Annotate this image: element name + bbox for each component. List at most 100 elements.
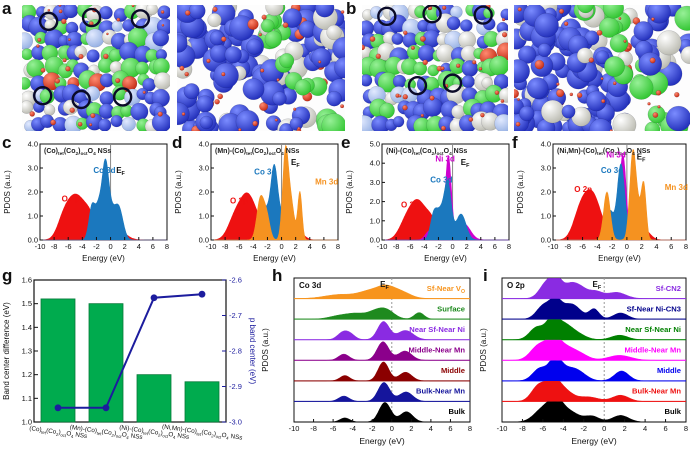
- svg-text:3.0: 3.0: [370, 178, 380, 187]
- svg-text:(Mn)-(Co)tet(Co2)octO4 NSs: (Mn)-(Co)tet(Co2)octO4 NSs: [215, 148, 299, 157]
- svg-text:-6: -6: [540, 424, 547, 433]
- svg-text:(Ni)-(Co)tet(Co2)octO4 NSs: (Ni)-(Co)tet(Co2)octO4 NSs: [119, 424, 190, 442]
- svg-text:4: 4: [429, 424, 433, 433]
- svg-text:2.0: 2.0: [370, 197, 380, 206]
- annotation-ring: [442, 73, 463, 93]
- svg-text:-2: -2: [580, 424, 587, 433]
- svg-text:PDOS (a.u.): PDOS (a.u.): [261, 328, 270, 372]
- svg-text:-2: -2: [609, 242, 616, 251]
- svg-text:4.0: 4.0: [370, 159, 380, 168]
- svg-text:Bulk: Bulk: [665, 407, 682, 416]
- svg-text:2.0: 2.0: [28, 188, 38, 197]
- svg-text:-6: -6: [407, 242, 414, 251]
- svg-text:8: 8: [684, 424, 688, 433]
- ridge-chart-i: Sf-CN2 Sf-Near Ni-CN3 Near Sf-Near Ni Middl…: [479, 277, 688, 446]
- svg-text:-8: -8: [310, 424, 317, 433]
- series-Co 3d: [40, 158, 167, 241]
- svg-text:0.0: 0.0: [199, 236, 209, 245]
- svg-text:4: 4: [137, 242, 141, 251]
- line-point-1: [102, 404, 110, 412]
- svg-text:4: 4: [308, 242, 312, 251]
- svg-text:-2: -2: [93, 242, 100, 251]
- series-Co 3d: [382, 179, 509, 241]
- svg-text:2: 2: [465, 242, 469, 251]
- line-point-2: [150, 294, 158, 302]
- svg-text:6: 6: [322, 242, 326, 251]
- svg-text:-2.8: -2.8: [229, 347, 242, 356]
- ridge-series-Bulk-Near Mn: [502, 381, 686, 402]
- svg-text:4: 4: [643, 424, 647, 433]
- pdos-chart-c: -10 -8 -6 -4 -2 0 2 4 6 8 0.0 1.0 2.0 3.0 4.0 (Co)tet(C…: [3, 140, 169, 264]
- svg-text:Sf-Near VO: Sf-Near VO: [427, 284, 465, 295]
- svg-text:1.0: 1.0: [28, 212, 38, 221]
- svg-text:-8: -8: [519, 424, 526, 433]
- svg-text:Energy (eV): Energy (eV): [253, 254, 296, 263]
- svg-text:EF: EF: [461, 158, 470, 169]
- svg-text:O 2p: O 2p: [401, 200, 419, 209]
- svg-text:-10: -10: [289, 424, 300, 433]
- annotation-ring: [422, 5, 442, 24]
- svg-text:1.4: 1.4: [22, 323, 32, 332]
- svg-text:8: 8: [336, 242, 340, 251]
- series-Mn 3d: [211, 144, 338, 241]
- svg-text:4.0: 4.0: [28, 140, 38, 149]
- svg-text:-8: -8: [51, 242, 58, 251]
- svg-text:-4: -4: [250, 242, 257, 251]
- svg-text:-8: -8: [564, 242, 571, 251]
- svg-text:4: 4: [479, 242, 483, 251]
- svg-text:EF: EF: [291, 158, 300, 169]
- svg-text:1.0: 1.0: [370, 216, 380, 225]
- svg-text:3.0: 3.0: [541, 164, 551, 173]
- svg-text:Middle: Middle: [441, 366, 465, 375]
- panel-letter-b: b: [346, 0, 357, 18]
- svg-text:Bulk: Bulk: [449, 407, 466, 416]
- svg-text:6: 6: [669, 242, 673, 251]
- svg-text:Co 3d: Co 3d: [299, 281, 321, 290]
- svg-text:Mn 3d: Mn 3d: [315, 177, 338, 186]
- svg-text:8: 8: [468, 424, 472, 433]
- ridge-series-Middle: [294, 361, 470, 382]
- svg-text:Energy (eV): Energy (eV): [571, 436, 617, 446]
- svg-text:EF: EF: [380, 280, 389, 291]
- svg-text:O 2p: O 2p: [230, 197, 248, 206]
- svg-text:Co 3d: Co 3d: [430, 175, 452, 184]
- svg-text:Near Sf-Near Ni: Near Sf-Near Ni: [625, 325, 681, 334]
- panel-letter-c: c: [2, 133, 12, 152]
- svg-text:Co 3d: Co 3d: [254, 168, 276, 177]
- svg-text:1.5: 1.5: [22, 299, 32, 308]
- svg-text:0: 0: [279, 242, 283, 251]
- panel-letter-i: i: [483, 266, 488, 285]
- svg-text:-4: -4: [560, 424, 567, 433]
- svg-text:-2.9: -2.9: [229, 382, 242, 391]
- bar-3: [184, 381, 220, 423]
- svg-text:-6: -6: [579, 242, 586, 251]
- svg-text:2: 2: [294, 242, 298, 251]
- svg-text:-2.6: -2.6: [229, 276, 242, 285]
- svg-text:EF: EF: [116, 166, 125, 177]
- pdos-chart-f: -10 -8 -6 -4 -2 0 2 4 6 8 0.0 1.0 2.0 3.0 4.0 (Ni,Mn)-(…: [516, 140, 688, 264]
- svg-text:1.2: 1.2: [22, 370, 32, 379]
- annotation-ring: [81, 7, 102, 28]
- ridge-series-Middle-Near Mn: [294, 341, 470, 361]
- svg-text:Ni 3d: Ni 3d: [435, 154, 455, 163]
- svg-text:Middle-Near Mn: Middle-Near Mn: [624, 345, 681, 354]
- svg-text:(Ni)-(Co)tet(Co2)octO4 NSs: (Ni)-(Co)tet(Co2)octO4 NSs: [386, 148, 467, 157]
- svg-text:-2.7: -2.7: [229, 311, 242, 320]
- svg-text:3.0: 3.0: [199, 164, 209, 173]
- svg-text:-2: -2: [369, 424, 376, 433]
- svg-text:(Co)tet(Co2)octO4 NSs: (Co)tet(Co2)octO4 NSs: [29, 425, 88, 441]
- ridge-series-Sf-Near V_{O}: [293, 284, 470, 300]
- annotation-ring: [407, 75, 428, 96]
- panel-letter-a: a: [2, 0, 12, 18]
- svg-text:-3.0: -3.0: [229, 418, 242, 427]
- annotation-ring: [377, 6, 397, 27]
- svg-text:Middle-Near Mn: Middle-Near Mn: [408, 345, 465, 354]
- annotation-ring: [473, 5, 493, 25]
- line-point-0: [54, 404, 62, 412]
- bar-0: [40, 298, 76, 423]
- bar-1: [88, 303, 124, 423]
- ridge-series-Sf-Near Ni-CN3: [502, 298, 686, 320]
- svg-text:Sf-CN2: Sf-CN2: [656, 284, 681, 293]
- svg-text:Surface: Surface: [437, 304, 465, 313]
- svg-text:p band center (eV): p band center (eV): [248, 318, 257, 385]
